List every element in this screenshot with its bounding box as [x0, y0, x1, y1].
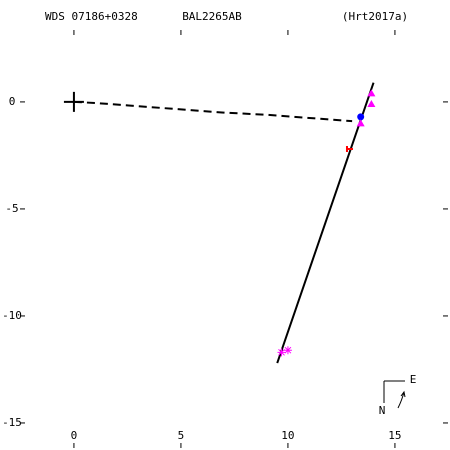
orbit-line	[73, 100, 353, 123]
title-center: BAL2265AB	[182, 10, 242, 23]
y-tick-label: -15	[2, 416, 22, 429]
orbit-line	[276, 82, 375, 364]
y-tick-label: -5	[5, 202, 18, 215]
point	[283, 346, 292, 355]
point	[367, 89, 376, 97]
point	[345, 146, 353, 153]
y-tick-label: 0	[9, 95, 16, 108]
point	[356, 119, 365, 127]
y-tick-label: -10	[2, 309, 22, 322]
x-tick-label: 5	[178, 429, 185, 442]
x-tick-label: 15	[388, 429, 401, 442]
point	[357, 113, 365, 121]
x-tick-label: 10	[281, 429, 294, 442]
x-tick-label: 0	[71, 429, 78, 442]
point	[277, 348, 286, 357]
point	[63, 91, 84, 112]
compass-east: E	[410, 373, 417, 386]
compass	[383, 380, 406, 409]
title-left: WDS 07186+0328	[45, 10, 138, 23]
compass-north: N	[379, 404, 386, 417]
title-right: (Hrt2017a)	[342, 10, 408, 23]
point	[367, 100, 376, 108]
